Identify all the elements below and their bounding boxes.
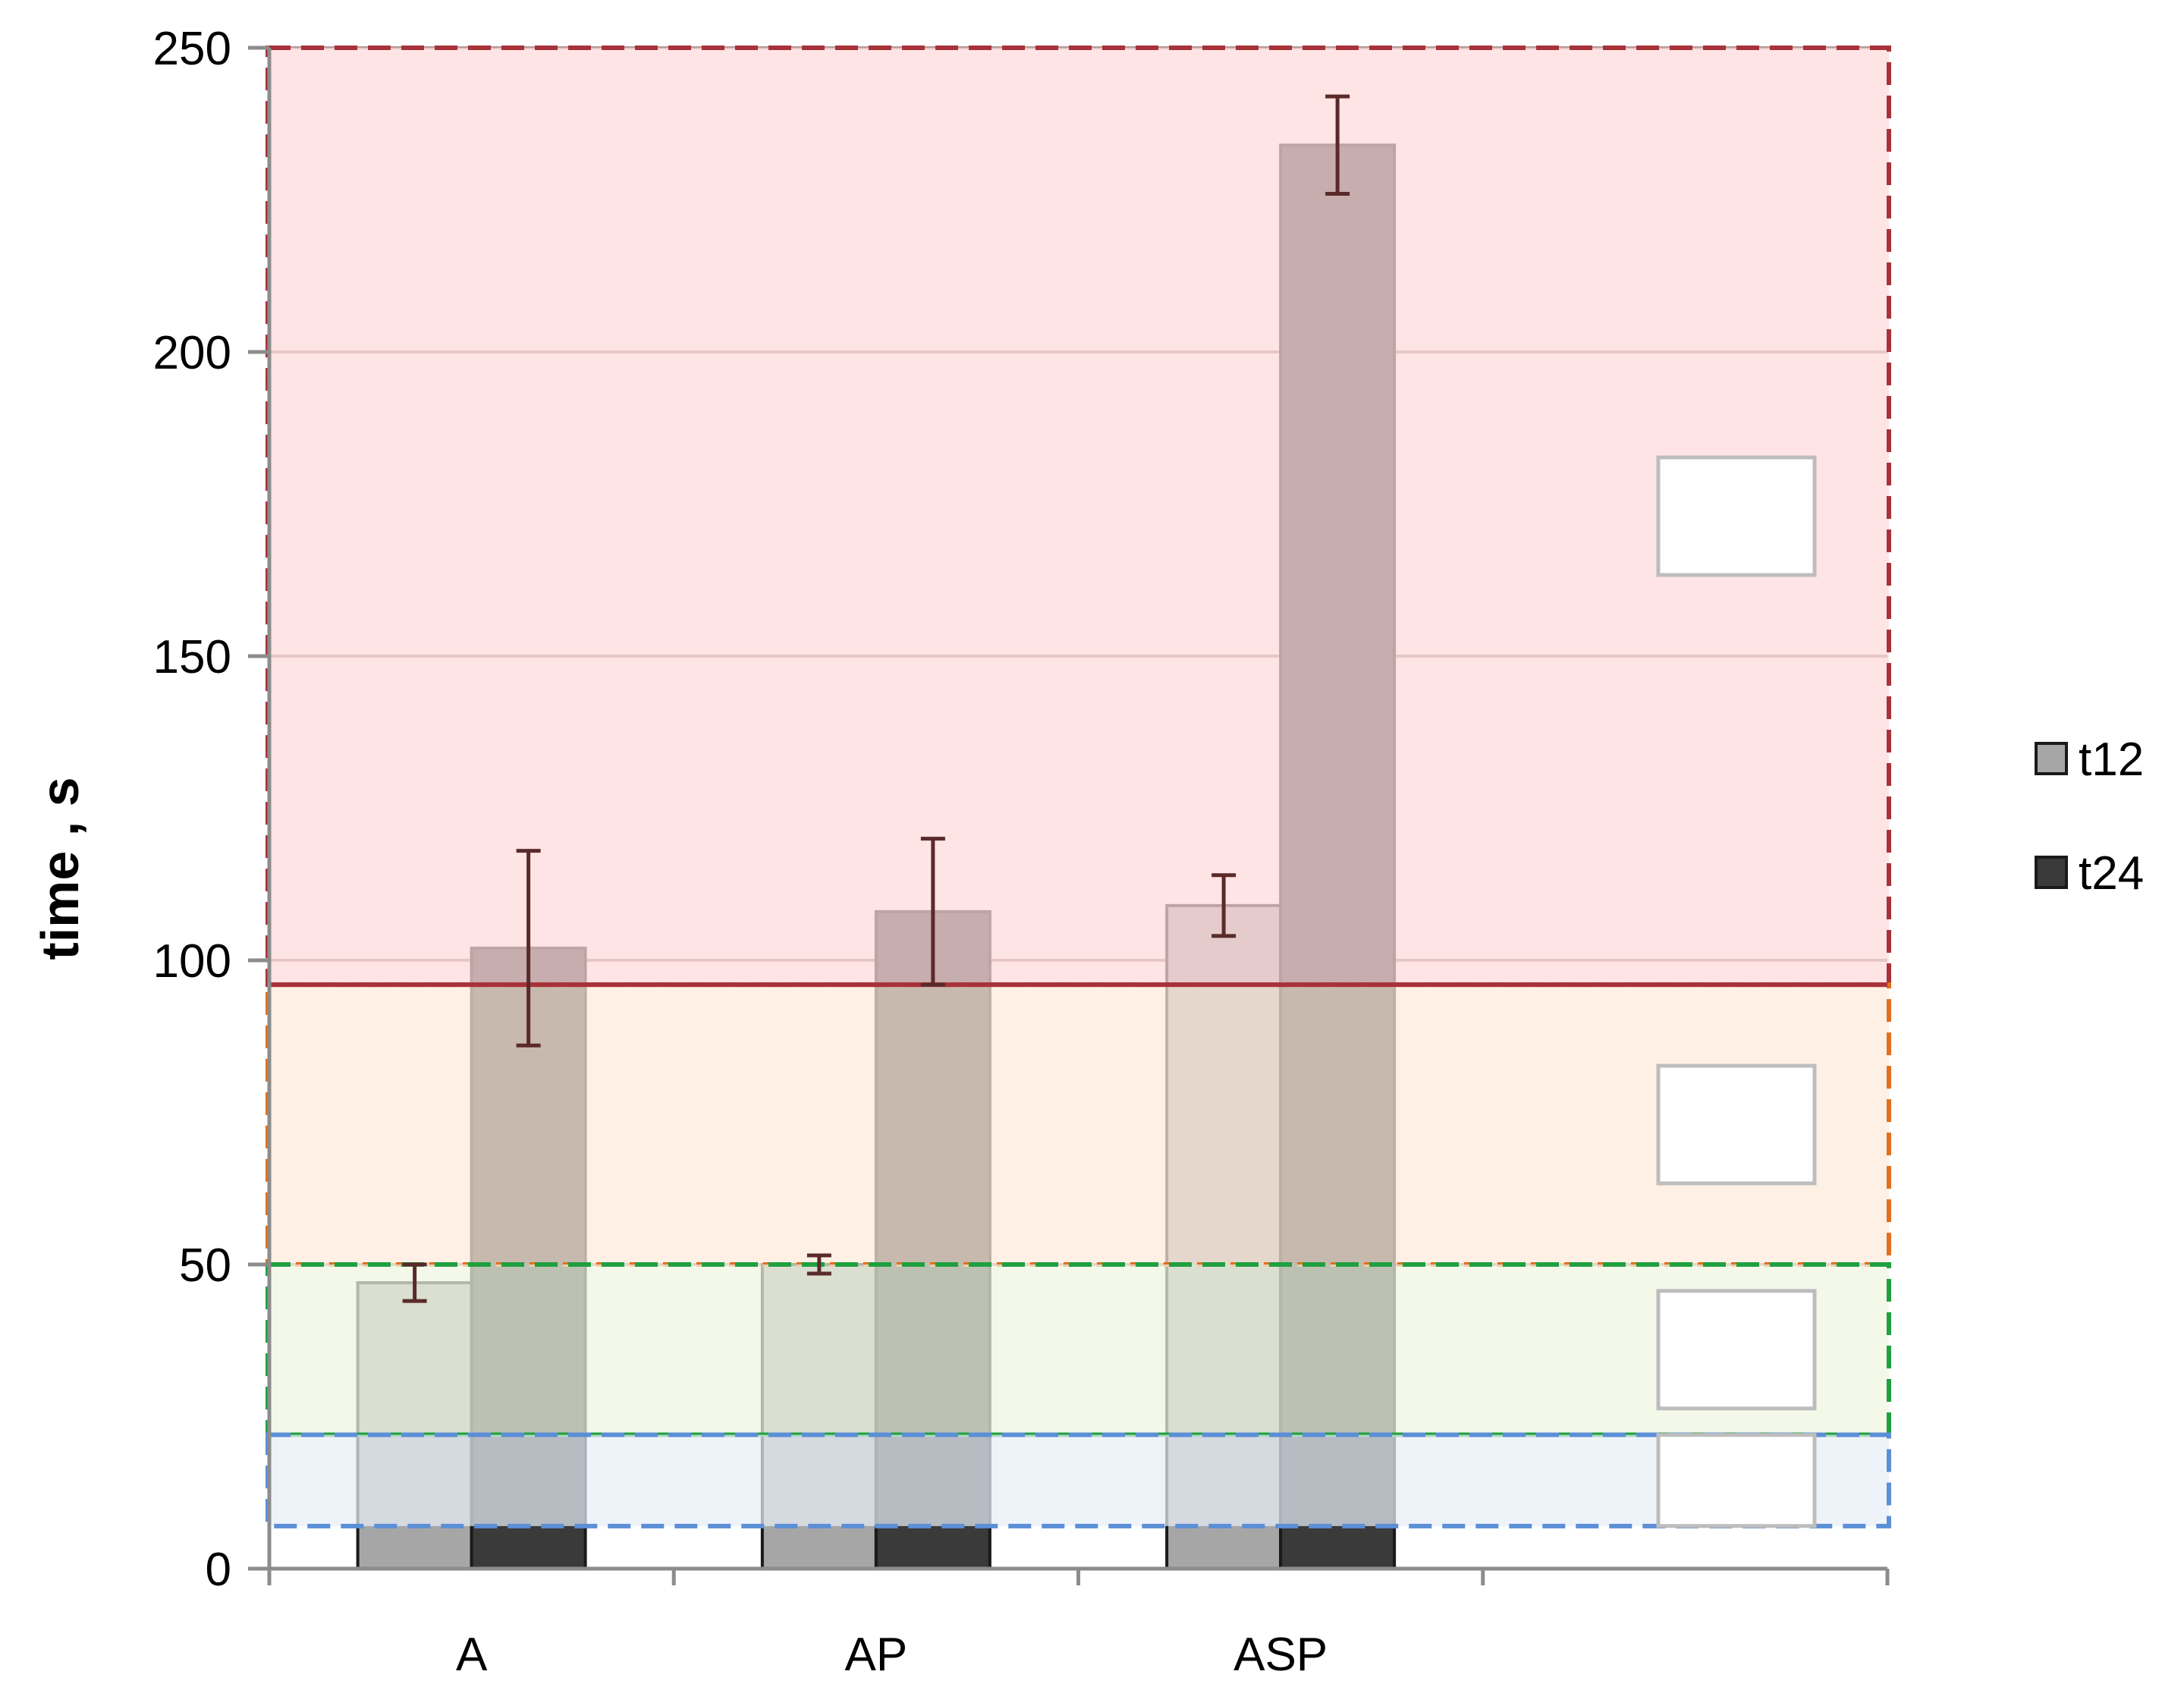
band-2 <box>268 1264 1889 1435</box>
band-label-boxes <box>1656 455 1817 1528</box>
y-tick-labels: 0 50 100 150 200 250 <box>153 23 231 1596</box>
band-0 <box>268 48 1889 985</box>
legend-swatch-t24 <box>2035 856 2068 889</box>
y-tick-label-200: 200 <box>153 327 231 379</box>
band-1 <box>268 985 1889 1264</box>
y-tick-label-250: 250 <box>153 23 231 75</box>
y-tick-label-50: 50 <box>179 1239 231 1292</box>
y-tick-label-150: 150 <box>153 631 231 683</box>
error-bars <box>402 94 1350 1303</box>
x-category-labels: A AP ASP <box>456 1629 1328 1681</box>
band-label-box-1 <box>1656 1063 1817 1186</box>
band-label-box-3 <box>1656 1433 1817 1528</box>
x-category-label-ASP: ASP <box>1233 1629 1328 1681</box>
x-category-label-AP: AP <box>845 1629 908 1681</box>
y-tick-label-100: 100 <box>153 935 231 988</box>
y-axis-title: time , s <box>30 777 90 960</box>
x-category-label-A: A <box>456 1629 488 1681</box>
legend-label-t24: t24 <box>2079 847 2144 900</box>
band-label-box-2 <box>1656 1289 1817 1411</box>
axes <box>248 46 1890 1585</box>
bands <box>266 46 1891 1528</box>
band-3 <box>268 1434 1889 1526</box>
y-tick-label-0: 0 <box>206 1544 231 1596</box>
band-border-2 <box>266 1262 1891 1437</box>
legend-swatch-t12 <box>2035 742 2068 775</box>
legend: t12 t24 <box>2035 734 2144 900</box>
band-label-box-0 <box>1656 455 1817 577</box>
legend-label-t12: t12 <box>2079 734 2144 786</box>
